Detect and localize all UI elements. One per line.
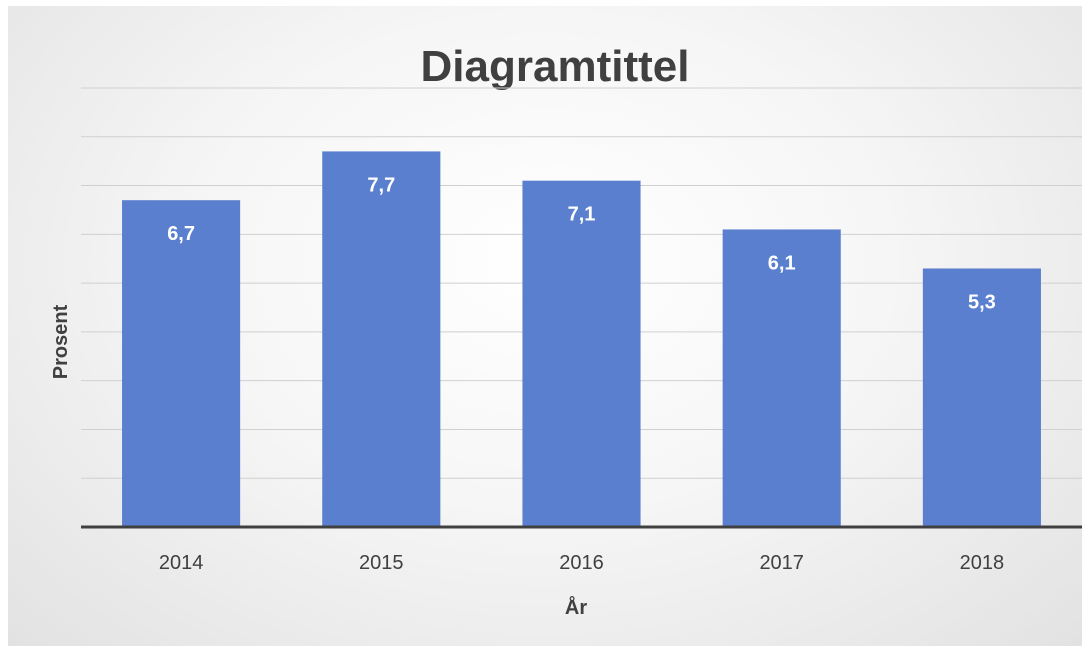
bar-2016 (522, 180, 641, 527)
data-labels: 6,7 7,7 7,1 6,1 5,3 (167, 174, 996, 313)
x-tick-label-2014: 2014 (159, 552, 204, 574)
x-tick-label-2018: 2018 (960, 552, 1005, 574)
chart-area: Diagramtittel 6,7 7,7 7,1 6,1 5,3 2014 2015 20… (8, 6, 1082, 646)
x-tick-labels: 2014 2015 2016 2017 2018 (159, 552, 1004, 574)
bar-2018 (922, 268, 1041, 527)
x-tick-label-2015: 2015 (359, 552, 404, 574)
data-label-2015: 7,7 (367, 174, 395, 196)
bar-2015 (322, 151, 441, 527)
data-label-2018: 5,3 (968, 291, 996, 313)
data-label-2014: 6,7 (167, 223, 195, 245)
bar-2017 (722, 229, 841, 527)
bars (122, 151, 1041, 527)
bar-2014 (122, 200, 241, 527)
x-tick-label-2016: 2016 (559, 552, 604, 574)
data-label-2017: 6,1 (768, 252, 796, 274)
bar-chart: Diagramtittel 6,77,77,16,15,3 2014 2015 20… (50, 42, 1082, 619)
chart-title: Diagramtittel (421, 42, 690, 91)
data-label-2016: 7,1 (568, 204, 596, 226)
x-axis-title: År (565, 595, 587, 619)
y-axis-title: Prosent (50, 304, 72, 379)
x-tick-label-2017: 2017 (759, 552, 804, 574)
